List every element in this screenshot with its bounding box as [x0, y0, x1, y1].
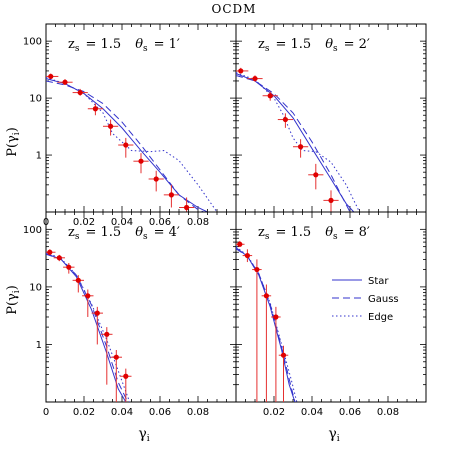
figure-title: OCDM	[212, 2, 257, 16]
data-point	[252, 75, 258, 82]
legend-label-edge: Edge	[368, 312, 393, 323]
series-gauss-line	[236, 248, 296, 402]
plot-area	[46, 73, 218, 212]
panel-annotation: zs = 1.5 θs = 1′	[68, 37, 180, 54]
series-edge-line	[46, 251, 131, 402]
data-point	[153, 176, 159, 182]
x-tick-label: 0	[43, 407, 49, 418]
y-axis-label-bottom: P(γi)	[5, 285, 22, 315]
svg-text:P(γi): P(γi)	[5, 127, 22, 157]
panel-bottom-left: 0 0.02 0.04 0.06 0.08 1 10 100 zs = 1.5 θs = 4′	[23, 211, 237, 418]
x-tick-label: 0.04	[111, 217, 133, 228]
x-tick-label: 0.08	[187, 407, 209, 418]
x-tick-label: 0.08	[377, 407, 399, 418]
plot-area	[236, 67, 360, 212]
x-axis-label-right: γi	[328, 426, 339, 444]
data-point	[92, 106, 98, 112]
svg-text:γi: γi	[138, 426, 149, 444]
data-point	[75, 277, 81, 283]
data-point	[47, 249, 53, 255]
x-tick-label: 0.04	[111, 407, 133, 418]
y-tick-label: 100	[23, 37, 42, 48]
data-point	[104, 331, 110, 337]
y-tick-label: 100	[23, 225, 42, 236]
x-tick-label: 0.08	[187, 217, 209, 228]
x-tick-label: 0.06	[149, 217, 171, 228]
series-edge-line	[46, 77, 218, 212]
x-tick-label: 0.04	[301, 407, 323, 418]
data-point	[184, 204, 190, 211]
data-point	[254, 266, 260, 273]
data-point	[313, 172, 319, 178]
plot-area	[46, 249, 132, 402]
data-point	[85, 293, 91, 299]
data-point	[168, 192, 174, 198]
svg-text:P(γi): P(γi)	[5, 285, 22, 315]
data-point	[244, 252, 250, 259]
data-point	[263, 293, 269, 299]
data-point	[62, 79, 68, 85]
x-axis-label-left: γi	[138, 426, 149, 444]
panel-top-right: zs = 1.5 θs = 2′	[235, 23, 427, 213]
series-edge-line	[236, 72, 360, 212]
data-point	[123, 373, 129, 379]
panel-annotation: zs = 1.5 θs = 8′	[258, 225, 370, 242]
panel-bottom-right: 0.02 0.04 0.06 0.08 zs = 1.5 θs = 8′ Star Gauss Ed…	[235, 211, 427, 418]
series-gauss-line	[236, 74, 351, 212]
panel-annotation: zs = 1.5 θs = 4′	[68, 225, 180, 242]
data-point	[77, 89, 83, 96]
x-tick-label: 0.06	[149, 407, 171, 418]
data-point	[138, 158, 144, 164]
x-tick-label: 0.06	[339, 407, 361, 418]
series-star-line	[236, 73, 355, 212]
data-point	[238, 68, 244, 74]
data-point	[267, 93, 273, 99]
data-point	[56, 255, 62, 261]
series-star-line	[46, 78, 208, 212]
data-point	[280, 352, 287, 358]
series-gauss-line	[46, 80, 204, 212]
legend-label-star: Star	[368, 276, 389, 287]
y-axis-label-top: P(γi)	[5, 127, 22, 157]
y-tick-label: 10	[29, 94, 42, 105]
y-tick-label: 1	[36, 151, 42, 162]
plot-area	[236, 240, 298, 402]
x-tick-label: 0.02	[263, 407, 285, 418]
legend: Star Gauss Edge	[332, 276, 399, 323]
data-point	[48, 73, 54, 80]
data-point	[273, 314, 279, 320]
series-star-line	[46, 253, 127, 402]
legend-label-gauss: Gauss	[368, 294, 399, 305]
series-star-line	[236, 247, 296, 402]
data-point	[282, 116, 288, 123]
data-point	[108, 123, 114, 129]
data-point	[123, 142, 129, 148]
data-point	[298, 144, 304, 150]
y-tick-label: 10	[29, 282, 42, 293]
data-point	[94, 310, 100, 316]
data-point	[66, 264, 72, 270]
x-tick-label: 0.02	[73, 217, 95, 228]
x-tick-label: 0.02	[73, 407, 95, 418]
data-point	[328, 197, 334, 203]
data-point	[237, 241, 243, 247]
panels: 0 0.02 0.04 0.06 0.08 1 10 100 zs = 1.5 θs = 1′ zs = …	[23, 23, 427, 418]
svg-text:γi: γi	[328, 426, 339, 444]
y-tick-label: 1	[36, 340, 42, 351]
data-point	[113, 354, 119, 360]
panel-annotation: zs = 1.5 θs = 2′	[258, 37, 370, 54]
